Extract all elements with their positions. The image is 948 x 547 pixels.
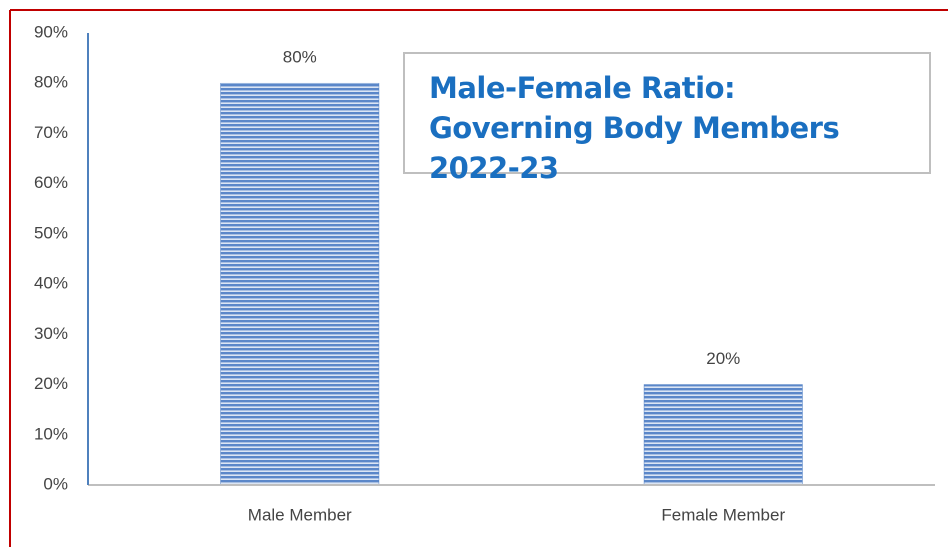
y-tick-label: 50% (34, 223, 68, 242)
y-tick-label: 90% (34, 22, 68, 41)
y-tick-label: 30% (34, 324, 68, 343)
data-label: 20% (706, 349, 740, 368)
x-tick-label: Male Member (248, 505, 352, 524)
y-tick-label: 10% (34, 424, 68, 443)
data-label: 80% (283, 48, 317, 67)
x-tick-label: Female Member (661, 505, 785, 524)
y-tick-label: 70% (34, 123, 68, 142)
chart-title: Male-Female Ratio: Governing Body Member… (403, 52, 931, 185)
y-tick-label: 0% (43, 474, 68, 493)
y-tick-label: 40% (34, 274, 68, 293)
y-tick-label: 80% (34, 73, 68, 92)
bar (643, 384, 803, 486)
y-tick-label: 60% (34, 173, 68, 192)
bar (220, 82, 380, 486)
y-tick-label: 20% (34, 374, 68, 393)
